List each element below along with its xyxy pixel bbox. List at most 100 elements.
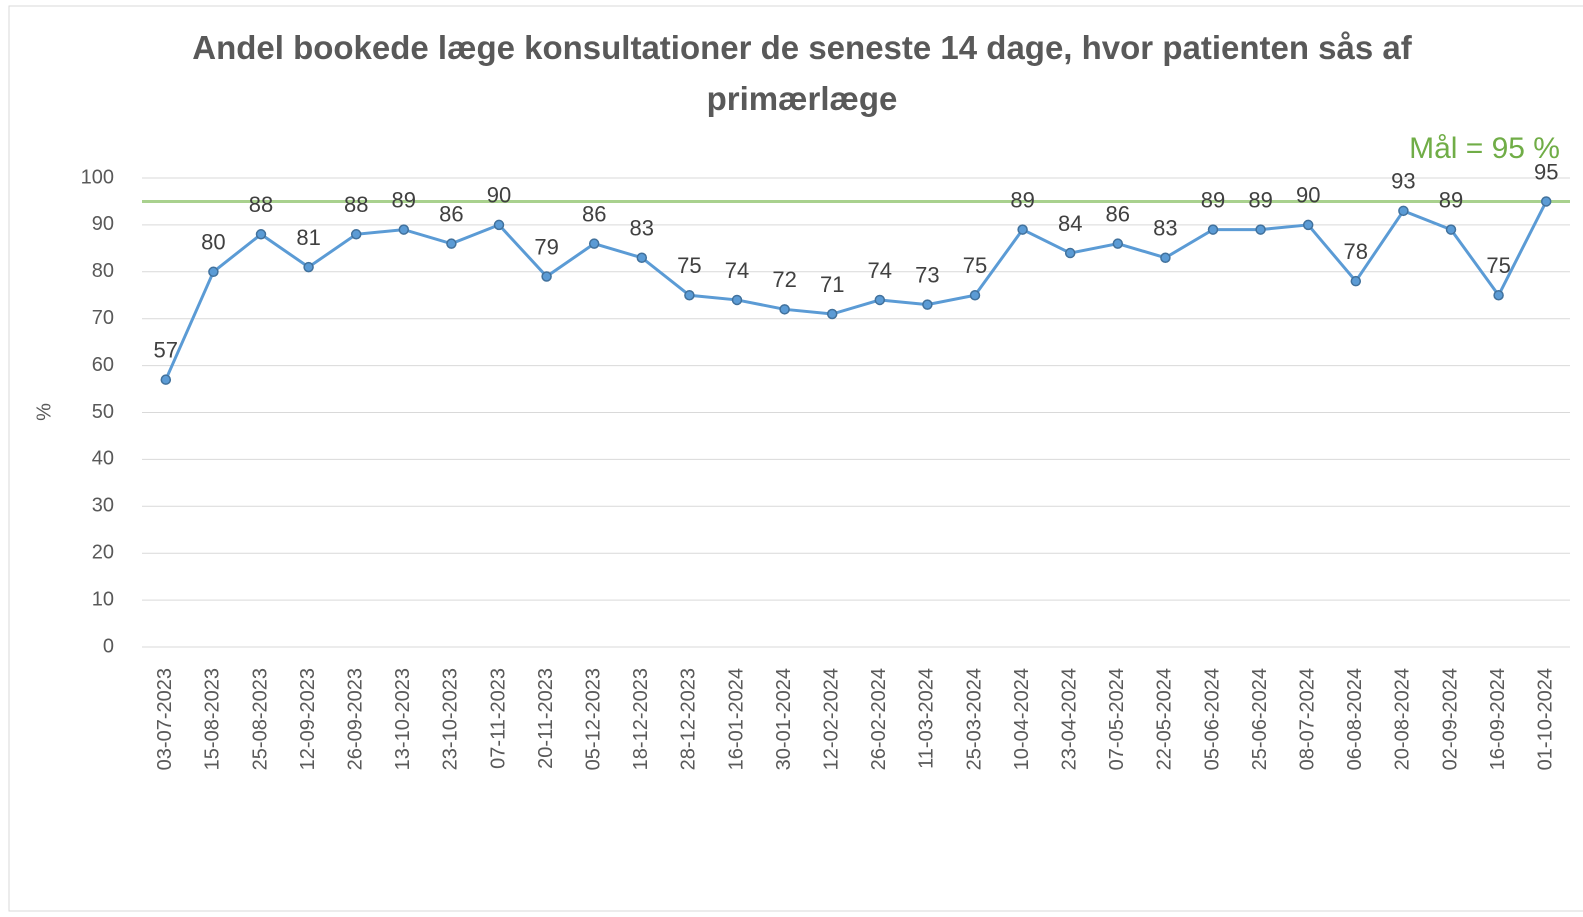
x-tick-label: 30-01-2024	[773, 668, 795, 770]
data-point	[1017, 224, 1028, 235]
data-label: 80	[201, 230, 225, 255]
data-label: 89	[1010, 187, 1034, 212]
x-tick-label: 16-01-2024	[725, 668, 747, 770]
data-point	[636, 252, 648, 263]
data-point	[1350, 275, 1362, 287]
data-label: 84	[1058, 211, 1082, 236]
x-tick-label: 11-03-2024	[916, 668, 938, 769]
data-label: 86	[439, 201, 463, 226]
target-label: Mål = 95 %	[1409, 132, 1560, 165]
x-tick-label: 28-12-2023	[678, 668, 700, 770]
data-label: 93	[1391, 169, 1415, 194]
x-tick-label: 15-08-2023	[202, 668, 224, 770]
data-point	[874, 294, 886, 306]
data-label: 81	[296, 225, 320, 250]
x-tick-label: 02-09-2024	[1439, 668, 1461, 770]
data-label: 74	[868, 258, 892, 283]
data-point	[208, 266, 219, 278]
x-tick-label: 22-05-2024	[1154, 668, 1176, 770]
data-point	[684, 290, 695, 301]
data-label: 95	[1534, 159, 1558, 184]
x-tick-label: 13-10-2023	[392, 668, 414, 770]
y-tick-label: 70	[92, 307, 114, 329]
y-tick-label: 50	[92, 401, 114, 423]
data-label: 90	[487, 183, 511, 208]
data-label: 88	[249, 192, 273, 217]
data-label: 83	[1153, 216, 1177, 241]
data-point	[493, 219, 505, 231]
x-tick-label: 26-09-2023	[344, 668, 366, 770]
x-tick-label: 05-12-2023	[582, 668, 604, 770]
y-tick-label: 30	[92, 495, 114, 517]
data-label: 89	[1248, 187, 1272, 212]
x-tick-label: 20-08-2024	[1392, 668, 1414, 770]
data-label: 74	[725, 258, 749, 283]
data-point	[731, 294, 743, 306]
y-tick-label: 10	[92, 588, 114, 610]
y-tick-label: 60	[92, 354, 114, 376]
x-tick-label: 25-08-2023	[249, 668, 271, 770]
x-tick-label: 08-07-2024	[1296, 668, 1318, 770]
x-tick-label: 10-04-2024	[1011, 668, 1033, 770]
data-point	[541, 271, 552, 282]
data-label: 75	[963, 253, 987, 278]
x-tick-label: 06-08-2024	[1344, 668, 1366, 770]
data-point	[969, 290, 981, 301]
data-point	[1398, 205, 1409, 217]
x-tick-label: 25-03-2024	[963, 668, 985, 770]
data-label: 57	[154, 337, 178, 362]
data-point	[1445, 224, 1457, 235]
data-point	[350, 229, 362, 240]
x-tick-label: 18-12-2023	[630, 668, 652, 770]
x-tick-label: 20-11-2023	[535, 668, 557, 769]
data-point	[588, 238, 600, 249]
data-point	[1160, 252, 1171, 263]
data-point	[255, 229, 267, 240]
x-tick-label: 05-06-2024	[1201, 668, 1223, 770]
data-label: 88	[344, 192, 368, 217]
y-tick-label: 90	[92, 213, 114, 235]
data-line	[164, 200, 1548, 381]
data-label: 75	[677, 253, 701, 278]
data-point	[303, 261, 314, 273]
data-label: 71	[820, 272, 844, 297]
data-point	[1112, 238, 1124, 249]
data-point	[1302, 219, 1314, 231]
data-point	[826, 308, 838, 320]
data-point	[160, 374, 172, 385]
x-tick-label: 01-10-2024	[1534, 668, 1556, 770]
data-label: 72	[772, 267, 796, 292]
data-label: 78	[1344, 239, 1368, 264]
y-tick-label: 40	[92, 448, 114, 470]
x-tick-label: 25-06-2024	[1249, 668, 1271, 770]
data-point	[1493, 290, 1504, 301]
data-point	[1540, 196, 1552, 207]
x-tick-label: 12-09-2023	[297, 668, 319, 770]
data-point	[922, 299, 933, 310]
x-tick-label: 26-02-2024	[868, 668, 890, 770]
chart-title: Andel bookede læge konsultationer de sen…	[192, 29, 1412, 117]
x-tick-label: 12-02-2024	[820, 668, 842, 770]
y-tick-label: 80	[92, 260, 114, 282]
data-label: 90	[1296, 183, 1320, 208]
data-label: 83	[630, 216, 654, 241]
data-label: 86	[1106, 201, 1130, 226]
x-tick-label: 03-07-2023	[154, 668, 176, 770]
data-label: 89	[1439, 187, 1463, 212]
x-tick-label: 07-11-2023	[487, 668, 509, 769]
data-label: 79	[534, 234, 558, 259]
data-label: 86	[582, 201, 606, 226]
x-tick-label: 23-10-2023	[440, 668, 462, 770]
y-tick-label: 0	[103, 635, 114, 657]
chart-border	[8, 5, 1583, 912]
data-point	[446, 238, 457, 249]
data-point	[1255, 224, 1266, 235]
data-point	[398, 224, 410, 235]
data-point	[779, 304, 790, 315]
data-label: 73	[915, 262, 939, 287]
x-tick-label: 23-04-2024	[1058, 668, 1080, 770]
y-tick-label: 100	[81, 166, 114, 188]
y-tick-label: 20	[92, 541, 114, 563]
